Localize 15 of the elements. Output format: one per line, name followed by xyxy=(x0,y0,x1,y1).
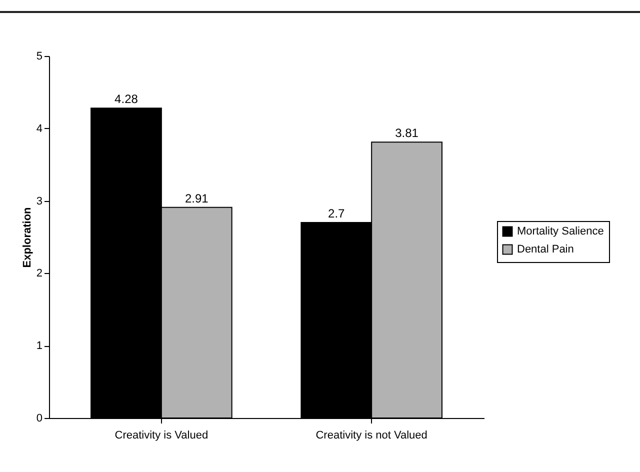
y-tick-label: 1 xyxy=(36,340,42,352)
y-tick-label: 5 xyxy=(36,50,42,62)
y-tick-label: 3 xyxy=(36,195,42,208)
y-tick-label: 0 xyxy=(36,412,42,424)
data-label: 2.7 xyxy=(328,206,346,221)
x-tick-label: Creativity is Valued xyxy=(114,430,208,442)
y-tick-label: 2 xyxy=(36,268,42,280)
data-label: 4.28 xyxy=(114,92,138,106)
y-tick-label: 4 xyxy=(36,122,42,135)
legend-label: Dental Pain xyxy=(517,244,574,256)
data-label: 2.91 xyxy=(184,191,209,206)
x-tick-label: Creativity is not Valued xyxy=(316,430,428,442)
y-axis-title: Exploration xyxy=(21,206,34,268)
legend-label: Mortality Salience xyxy=(517,226,604,238)
data-label: 3.81 xyxy=(395,126,419,140)
